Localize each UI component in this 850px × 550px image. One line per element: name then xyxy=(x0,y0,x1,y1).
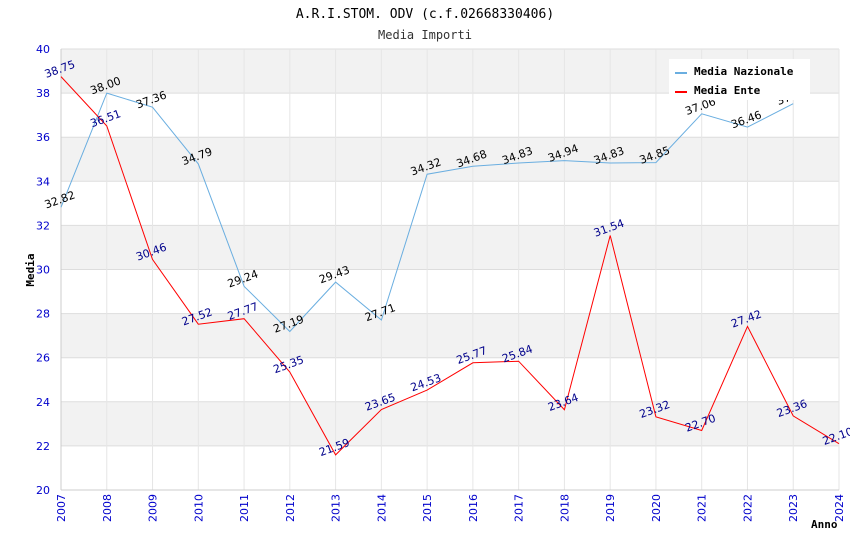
x-axis-label: Anno xyxy=(811,518,838,531)
x-tick-label: 2017 xyxy=(513,494,526,522)
legend-box xyxy=(669,59,810,100)
legend: Media Nazionale Media Ente xyxy=(669,59,810,100)
y-tick-label: 40 xyxy=(36,43,50,56)
x-tick-label: 2023 xyxy=(787,494,800,522)
x-tick-label: 2010 xyxy=(192,494,205,522)
x-tick-label: 2008 xyxy=(101,494,114,522)
x-tick-label: 2011 xyxy=(238,494,251,522)
legend-label-media-nazionale: Media Nazionale xyxy=(694,65,794,78)
x-tick-label: 2015 xyxy=(421,494,434,522)
y-tick-label: 26 xyxy=(36,352,50,365)
x-tick-label: 2020 xyxy=(650,494,663,522)
chart-title: A.R.I.STOM. ODV (c.f.02668330406) xyxy=(296,7,554,22)
grid-band xyxy=(61,401,839,446)
grid-bands xyxy=(61,49,839,446)
y-tick-label: 38 xyxy=(36,87,50,100)
y-tick-labels: 20 22 24 26 28 30 32 34 36 38 40 xyxy=(36,43,50,497)
grid-band xyxy=(61,137,839,182)
legend-label-media-ente: Media Ente xyxy=(694,84,761,97)
y-tick-label: 20 xyxy=(36,484,50,497)
data-label-media-nazionale: 36.46 xyxy=(729,108,763,131)
x-tick-label: 2007 xyxy=(55,494,68,522)
x-tick-label: 2016 xyxy=(467,494,480,522)
x-tick-label: 2013 xyxy=(330,494,343,522)
axes xyxy=(60,49,839,491)
y-tick-label: 22 xyxy=(36,440,50,453)
x-tick-label: 2014 xyxy=(375,494,388,522)
y-tick-label: 36 xyxy=(36,131,50,144)
x-tick-label: 2021 xyxy=(696,494,709,522)
data-label-media-nazionale: 32.82 xyxy=(43,189,77,212)
grid-lines xyxy=(60,48,840,491)
x-tick-label: 2009 xyxy=(147,494,160,522)
y-tick-label: 34 xyxy=(36,175,50,188)
data-label-media-ente: 36.51 xyxy=(89,107,123,130)
grid-band xyxy=(61,225,839,270)
y-tick-label: 28 xyxy=(36,308,50,321)
series-line-media-nazionale xyxy=(60,92,794,333)
x-tick-labels: 2007 2008 2009 2010 2011 2012 2013 2014 2015 2016… xyxy=(55,494,846,522)
data-label-media-nazionale: 29.24 xyxy=(226,268,260,291)
y-axis-label: Media xyxy=(24,253,37,286)
x-tick-label: 2018 xyxy=(558,494,571,522)
y-tick-label: 30 xyxy=(36,264,50,277)
grid-band xyxy=(61,313,839,358)
x-tick-label: 2019 xyxy=(604,494,617,522)
series-line-media-ente xyxy=(60,76,840,456)
chart-subtitle: Media Importi xyxy=(378,28,472,42)
y-tick-label: 32 xyxy=(36,219,50,232)
x-tick-label: 2022 xyxy=(741,494,754,522)
x-tick-label: 2024 xyxy=(833,494,846,522)
y-tick-label: 24 xyxy=(36,396,50,409)
x-tick-label: 2012 xyxy=(284,494,297,522)
series-lines xyxy=(60,76,840,456)
